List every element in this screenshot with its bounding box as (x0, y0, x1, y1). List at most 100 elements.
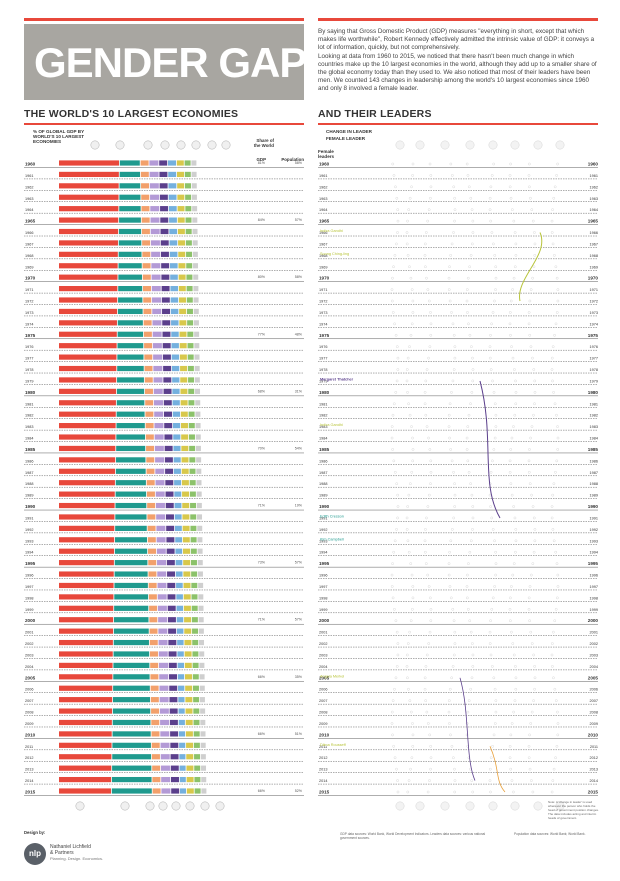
year-label-far-right: 1982 (590, 414, 598, 418)
gdp-bar-segment (154, 434, 164, 440)
gdp-bar-segment (59, 308, 118, 315)
gdp-bar-segment (114, 582, 148, 589)
year-label-left: 1988 (25, 482, 33, 486)
leader-marker (514, 687, 518, 691)
year-label-far-right: 1976 (590, 345, 598, 349)
year-label-right: 2008 (319, 711, 327, 715)
leader-marker (452, 756, 455, 760)
gdp-bar-segment (185, 719, 193, 726)
gdp-bar-segment (196, 502, 202, 509)
leader-marker (453, 779, 457, 782)
gdp-bar-segment (165, 480, 174, 486)
leader-marker (410, 425, 413, 428)
leader-marker (533, 242, 537, 246)
year-label-right: 1973 (319, 311, 327, 315)
gdp-bar-segment (59, 423, 116, 429)
gdp-bar-segment (176, 582, 183, 589)
gdp-bar-segment (151, 286, 161, 292)
gdp-bar-segment (195, 400, 201, 406)
leader-marker (508, 745, 512, 748)
leader-marker (553, 402, 557, 406)
year-label-left: 1998 (25, 596, 33, 600)
gdp-bar-segment (168, 194, 177, 200)
leader-country-icon (533, 801, 543, 811)
year-label-left: 2001 (25, 631, 33, 635)
gdp-bar-segment (59, 776, 112, 783)
gdp-bar-segment (118, 251, 142, 257)
leader-marker (471, 516, 475, 520)
gdp-bar-segment (169, 217, 177, 223)
gdp-legend-label: % OF GLOBAL GDP BY WORLD'S 10 LARGEST EC… (33, 129, 85, 145)
leader-marker (395, 665, 399, 668)
leader-marker (429, 322, 433, 326)
gdp-bar-segment (186, 263, 193, 269)
gdp-bar-segment (141, 194, 150, 200)
leader-marker (410, 756, 414, 760)
gdp-bar-segment (113, 685, 150, 691)
gdp-bar-segment (157, 571, 167, 577)
gdp-bar-segment (177, 674, 185, 680)
gdp-bar-segment (118, 297, 143, 303)
leader-marker (396, 345, 399, 348)
gdp-bar-segment (151, 719, 160, 726)
leader-marker (467, 413, 471, 417)
leader-marker (450, 528, 454, 531)
gdp-bar-segment (146, 480, 155, 486)
gdp-bar-segment (182, 548, 190, 554)
gdp-bar-segment (59, 400, 116, 406)
leader-marker (406, 653, 409, 657)
leader-marker (491, 596, 495, 600)
gdp-bar-segment (162, 308, 171, 315)
leader-marker (530, 425, 534, 428)
gdp-bar-segment (171, 354, 180, 360)
leader-marker (533, 402, 536, 406)
gdp-bar-segment (200, 719, 206, 726)
year-label-right: 2012 (319, 756, 327, 760)
leader-marker (491, 311, 495, 314)
gdp-bar-segment (189, 480, 196, 486)
leader-marker (405, 231, 409, 234)
gdp-bar-segment (178, 708, 185, 714)
leader-marker (491, 379, 494, 383)
year-label-right: 1983 (319, 425, 327, 429)
leader-marker (509, 733, 513, 737)
country-flag-icon (75, 801, 85, 811)
gdp-bar-segment (152, 776, 161, 783)
year-label-right: 1976 (319, 345, 327, 349)
leader-marker (529, 345, 533, 348)
leader-marker (396, 516, 399, 520)
female-legend-label: FEMALE LEADER (326, 136, 366, 141)
leader-marker (453, 493, 457, 497)
year-label-right: 1995 (319, 561, 330, 566)
gdp-bar-segment (168, 662, 177, 668)
leader-marker (493, 722, 497, 725)
year-label-right: 2004 (319, 665, 327, 669)
gdp-bar-segment (167, 605, 176, 611)
year-label-left: 1969 (25, 265, 33, 269)
leader-marker (527, 174, 531, 177)
leader-marker (425, 276, 428, 280)
gdp-bar-segment (177, 206, 185, 212)
gdp-share-value: 68% (258, 389, 266, 393)
leader-marker (450, 676, 453, 680)
leader-flow-line (489, 746, 506, 793)
gdp-bar-segment (140, 160, 149, 166)
leader-marker (514, 391, 518, 394)
gdp-bar-segment (182, 525, 190, 531)
gdp-bar-segment (185, 194, 192, 200)
gdp-bar-segment (148, 571, 157, 577)
gdp-bar-segment (113, 662, 150, 668)
gdp-bar-segment (149, 651, 158, 657)
gdp-bar-segment (141, 183, 150, 189)
gdp-bar-segment (59, 160, 119, 166)
year-label-left: 1984 (25, 437, 33, 441)
leader-marker (493, 299, 496, 303)
leader-marker (426, 573, 429, 577)
leader-marker (470, 391, 474, 394)
gdp-bar-segment (59, 434, 116, 440)
gdp-bar-segment (193, 320, 199, 326)
leader-marker (448, 436, 451, 440)
leader-marker (407, 642, 410, 645)
gdp-bar-segment (159, 697, 169, 703)
gdp-bar-segment (142, 274, 151, 280)
